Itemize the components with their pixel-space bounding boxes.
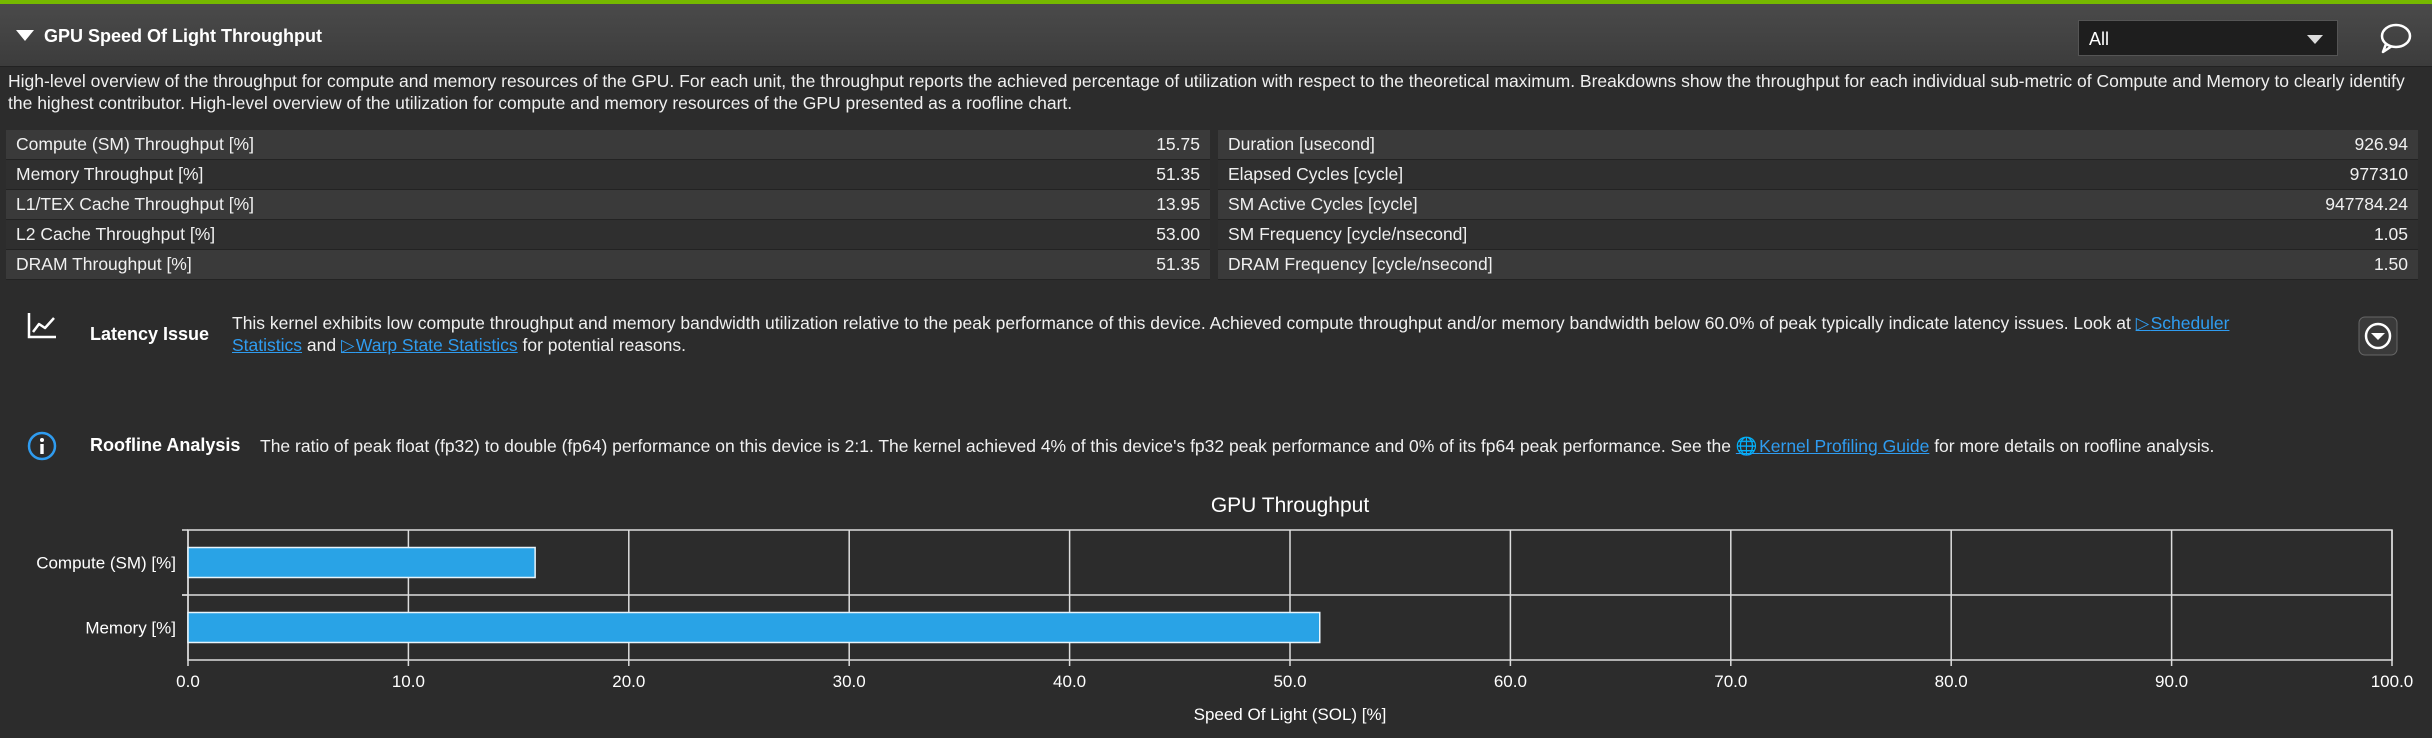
x-tick-label: 70.0 (1714, 672, 1747, 691)
latency-text-3: for potential reasons. (517, 335, 686, 355)
metric-label: Memory Throughput [%] (16, 164, 204, 184)
latency-issue-text: This kernel exhibits low compute through… (232, 312, 2332, 356)
metric-row: Memory Throughput [%] 51.35 Elapsed Cycles… (6, 160, 2418, 190)
roofline-text-2: for more details on roofline analysis. (1929, 436, 2215, 456)
metric-value: 977310 (2349, 164, 2408, 184)
filter-value: All (2089, 29, 2110, 49)
dropdown-arrow-icon (2307, 35, 2323, 44)
metric-cell: Duration [usecond] 926.94 (1218, 130, 2418, 160)
kernel-profiling-guide-link[interactable]: 🌐 Kernel Profiling Guide (1736, 436, 1930, 456)
y-category-label: Memory [%] (85, 619, 176, 638)
metric-value: 13.95 (1156, 194, 1200, 214)
accent-line (0, 0, 2432, 4)
x-tick-label: 90.0 (2155, 672, 2188, 691)
metric-label: Compute (SM) Throughput [%] (16, 134, 254, 154)
statistics-link-text: Statistics (232, 335, 303, 355)
x-tick-label: 100.0 (2371, 672, 2414, 691)
metric-cell: SM Active Cycles [cycle] 947784.24 (1218, 190, 2418, 220)
chevron-circle-icon[interactable] (2358, 316, 2398, 356)
section-header[interactable]: GPU Speed Of Light Throughput All (0, 4, 2432, 67)
line-chart-icon (26, 310, 58, 345)
metric-value: 51.35 (1156, 254, 1200, 274)
globe-icon: 🌐 (1735, 436, 1760, 456)
x-tick-label: 0.0 (176, 672, 200, 691)
caret-down-icon[interactable] (16, 30, 34, 41)
metric-label: DRAM Frequency [cycle/nsecond] (1228, 254, 1493, 274)
warp-state-statistics-link[interactable]: ▷ Warp State Statistics (341, 335, 518, 355)
metric-value: 947784.24 (2325, 194, 2408, 214)
roofline-text-1: The ratio of peak float (fp32) to double… (260, 436, 1736, 456)
bar (187, 611, 1321, 644)
latency-issue: Latency Issue This kernel exhibits low c… (0, 310, 2432, 370)
warp-link-text: Warp State Statistics (355, 335, 518, 355)
metric-row: L1/TEX Cache Throughput [%] 13.95 SM Activ… (6, 190, 2418, 220)
metric-label: SM Active Cycles [cycle] (1228, 194, 1418, 214)
metric-cell: Compute (SM) Throughput [%] 15.75 (6, 130, 1210, 160)
gpu-throughput-chart: GPU Throughput 0.0 10.0 20.0 30.0 40.0 50.0 60.… (0, 480, 2432, 738)
x-tick-label: 50.0 (1273, 672, 1306, 691)
roofline-heading: Roofline Analysis (90, 435, 241, 455)
metric-label: Duration [usecond] (1228, 134, 1375, 154)
x-tick-label: 10.0 (392, 672, 425, 691)
metric-value: 15.75 (1156, 134, 1200, 154)
bar (187, 546, 536, 579)
x-tick-label: 20.0 (612, 672, 645, 691)
x-axis-label: Speed Of Light (SOL) [%] (1194, 705, 1387, 724)
metric-row: DRAM Throughput [%] 51.35 DRAM Frequency [… (6, 250, 2418, 280)
arrow-link-icon: ▷ (340, 335, 356, 355)
metric-cell: Memory Throughput [%] 51.35 (6, 160, 1210, 190)
metric-value: 53.00 (1156, 224, 1200, 244)
metric-cell: DRAM Frequency [cycle/nsecond] 1.50 (1218, 250, 2418, 280)
metric-label: SM Frequency [cycle/nsecond] (1228, 224, 1468, 244)
scheduler-statistics-link-cont[interactable]: Statistics (232, 335, 302, 355)
guide-link-text: Kernel Profiling Guide (1759, 436, 1930, 456)
latency-issue-heading: Latency Issue (90, 324, 210, 344)
metric-row: Compute (SM) Throughput [%] 15.75 Duration… (6, 130, 2418, 160)
scheduler-statistics-link[interactable]: ▷ Scheduler (2136, 313, 2230, 333)
x-tick-label: 30.0 (833, 672, 866, 691)
metric-cell: L1/TEX Cache Throughput [%] 13.95 (6, 190, 1210, 220)
roofline-analysis: Roofline Analysis The ratio of peak floa… (0, 430, 2432, 464)
metric-value: 51.35 (1156, 164, 1200, 184)
metric-cell: SM Frequency [cycle/nsecond] 1.05 (1218, 220, 2418, 250)
roofline-text: The ratio of peak float (fp32) to double… (260, 435, 2360, 457)
metric-value: 1.50 (2373, 254, 2408, 274)
metric-label: Elapsed Cycles [cycle] (1228, 164, 1404, 184)
filter-select[interactable]: All (2078, 20, 2338, 56)
section-title: GPU Speed Of Light Throughput (44, 26, 322, 46)
chart-svg: GPU Throughput 0.0 10.0 20.0 30.0 40.0 50.0 60.… (36, 494, 2414, 724)
metric-value: 926.94 (2354, 134, 2408, 154)
metric-label: L2 Cache Throughput [%] (16, 224, 216, 244)
info-icon (26, 430, 58, 467)
metric-label: DRAM Throughput [%] (16, 254, 192, 274)
metric-cell: Elapsed Cycles [cycle] 977310 (1218, 160, 2418, 190)
metric-row: L2 Cache Throughput [%] 53.00 SM Frequency… (6, 220, 2418, 250)
metric-cell: L2 Cache Throughput [%] 53.00 (6, 220, 1210, 250)
chart-title: GPU Throughput (1211, 494, 1370, 517)
comment-icon[interactable] (2376, 20, 2416, 56)
y-category-label: Compute (SM) [%] (36, 554, 176, 573)
metric-cell: DRAM Throughput [%] 51.35 (6, 250, 1210, 280)
x-tick-label: 60.0 (1494, 672, 1527, 691)
metrics-table: Compute (SM) Throughput [%] 15.75 Duration… (6, 130, 2418, 280)
section-description: High-level overview of the throughput fo… (8, 71, 2405, 113)
latency-text-1: This kernel exhibits low compute through… (232, 313, 2136, 333)
latency-text-2: and (302, 335, 341, 355)
metric-label: L1/TEX Cache Throughput [%] (16, 194, 255, 214)
x-tick-label: 80.0 (1935, 672, 1968, 691)
metric-value: 1.05 (2373, 224, 2408, 244)
scheduler-link-text: Scheduler (2150, 313, 2230, 333)
x-tick-label: 40.0 (1053, 672, 1086, 691)
arrow-link-icon: ▷ (2135, 313, 2151, 333)
